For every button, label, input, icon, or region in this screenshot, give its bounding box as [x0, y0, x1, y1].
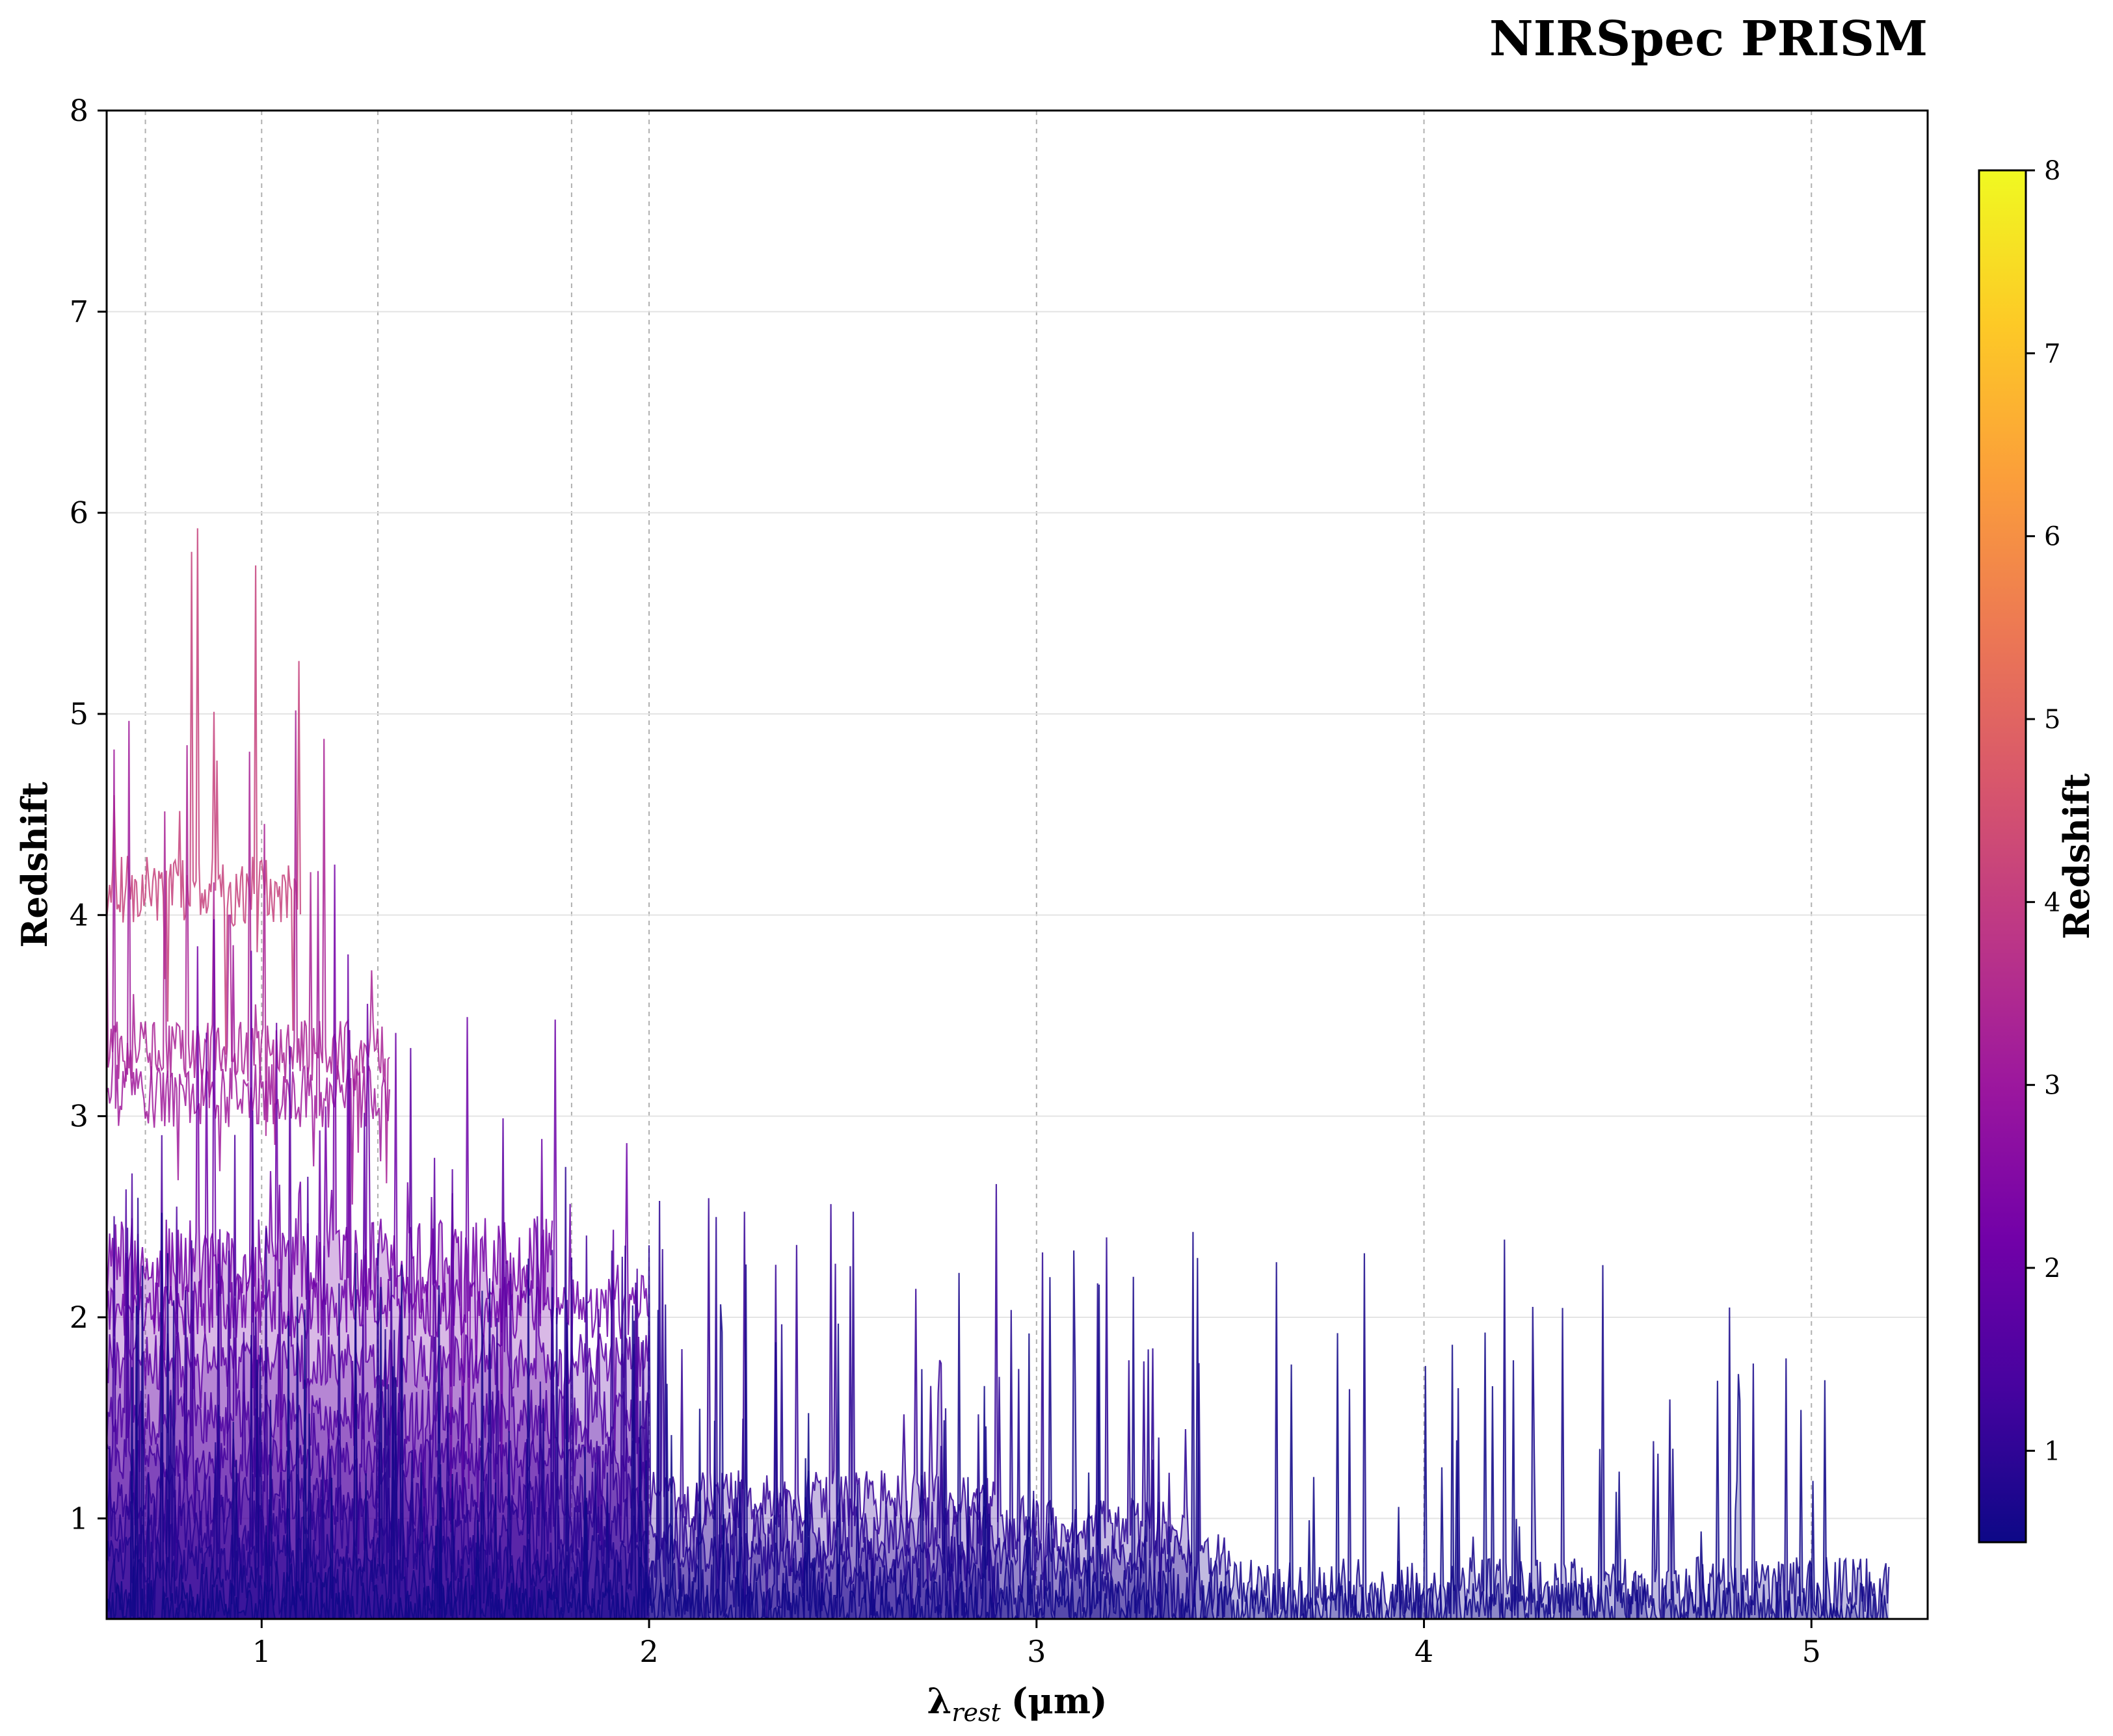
y-axis: 1 2 3 4 5 6 7 8 [70, 93, 107, 1536]
series-layer [107, 528, 1890, 1619]
series-line [107, 1216, 650, 1555]
colorbar-title: Redshift [2056, 773, 2097, 939]
colorbar-tick-label: 5 [2044, 705, 2060, 735]
colorbar-tick-label: 8 [2044, 156, 2060, 186]
colorbar-tick-label: 2 [2044, 1254, 2060, 1283]
x-axis-title-main: λ [927, 1680, 951, 1722]
y-tick-label: 5 [70, 696, 88, 731]
colorbar-tick-label: 1 [2044, 1436, 2060, 1466]
colorbar-tick-label: 7 [2044, 339, 2060, 369]
x-axis-title-sub: rest [951, 1698, 1001, 1727]
y-tick-label: 1 [70, 1501, 88, 1536]
x-tick-label: 4 [1415, 1634, 1433, 1669]
series-fill [107, 1216, 649, 1619]
plot-frame [105, 109, 1929, 1620]
series-line [107, 528, 301, 1055]
y-tick-label: 4 [70, 897, 88, 932]
series-line [107, 710, 390, 1183]
x-axis-title-unit: (μm) [1011, 1680, 1108, 1722]
series-fill [107, 1046, 649, 1619]
x-axis-title: λrest (μm) [927, 1680, 1107, 1727]
series-line [107, 1111, 650, 1544]
series-line [107, 720, 390, 1205]
x-tick-label: 1 [252, 1634, 271, 1669]
x-tick-label: 5 [1802, 1634, 1821, 1669]
y-tick-label: 7 [70, 294, 88, 329]
y-tick-label: 8 [70, 93, 88, 128]
colorbar [1978, 169, 2027, 1544]
x-tick-label: 3 [1027, 1634, 1046, 1669]
y-tick-label: 2 [70, 1300, 88, 1335]
y-tick-label: 3 [70, 1099, 88, 1134]
y-tick-label: 6 [70, 495, 88, 531]
colorbar-axis: 1 2 3 4 5 6 7 8 [2026, 156, 2060, 1466]
colorbar-tick-label: 4 [2044, 888, 2060, 917]
chart-title: NIRSpec PRISM [1489, 11, 1928, 67]
colorbar-tick-label: 3 [2044, 1071, 2060, 1101]
x-tick-label: 2 [639, 1634, 658, 1669]
y-axis-title: Redshift [14, 782, 55, 947]
colorbar-tick-label: 6 [2044, 522, 2060, 552]
series-line [107, 1213, 1890, 1619]
x-axis: 1 2 3 4 5 [252, 1619, 1821, 1669]
